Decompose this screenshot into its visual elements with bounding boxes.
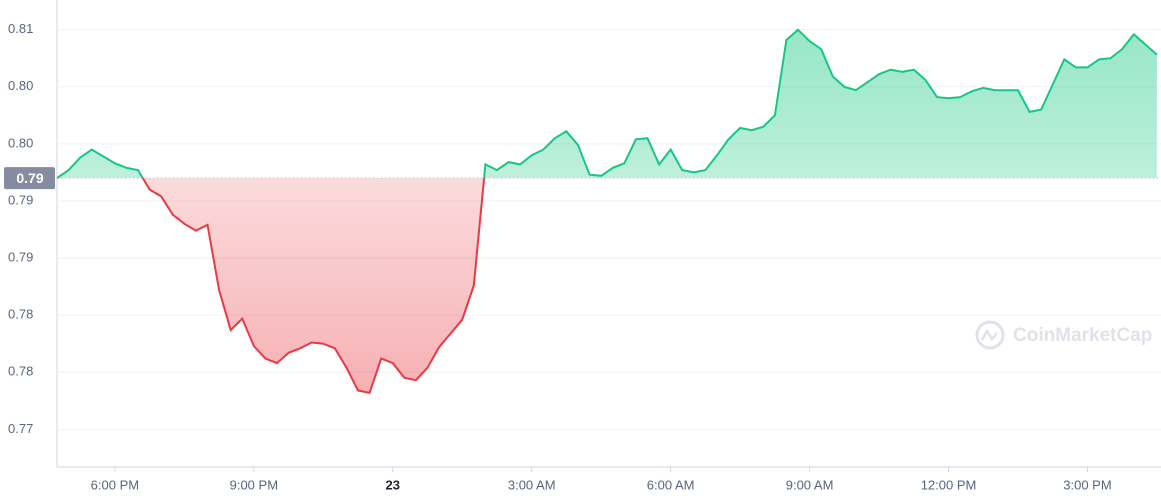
y-tick-label: 0.80 — [8, 135, 33, 150]
y-tick-label: 0.78 — [8, 364, 33, 379]
y-tick-label: 0.78 — [8, 307, 33, 322]
x-tick-label: 9:00 PM — [230, 477, 278, 492]
reference-label: 0.79 — [16, 170, 43, 186]
area-up — [57, 29, 1157, 179]
y-tick-label: 0.79 — [8, 249, 33, 264]
x-tick-label: 23 — [386, 477, 400, 492]
reference-label-box — [4, 167, 55, 190]
area-down — [142, 178, 485, 393]
price-line-down — [57, 178, 486, 394]
y-tick-label: 0.81 — [8, 21, 33, 36]
y-tick-label: 0.80 — [8, 78, 33, 93]
x-tick-label: 3:00 AM — [508, 477, 556, 492]
x-tick-label: 3:00 PM — [1063, 477, 1111, 492]
x-tick-label: 6:00 AM — [647, 477, 695, 492]
y-tick-label: 0.77 — [8, 421, 33, 436]
x-tick-label: 6:00 PM — [91, 477, 139, 492]
x-tick-label: 9:00 AM — [786, 477, 834, 492]
y-tick-label: 0.79 — [8, 192, 33, 207]
x-tick-label: 12:00 PM — [921, 477, 977, 492]
watermark-text: CoinMarketCap — [1013, 325, 1152, 346]
watermark: CoinMarketCap — [975, 320, 1152, 350]
price-line-up — [56, 28, 1158, 179]
